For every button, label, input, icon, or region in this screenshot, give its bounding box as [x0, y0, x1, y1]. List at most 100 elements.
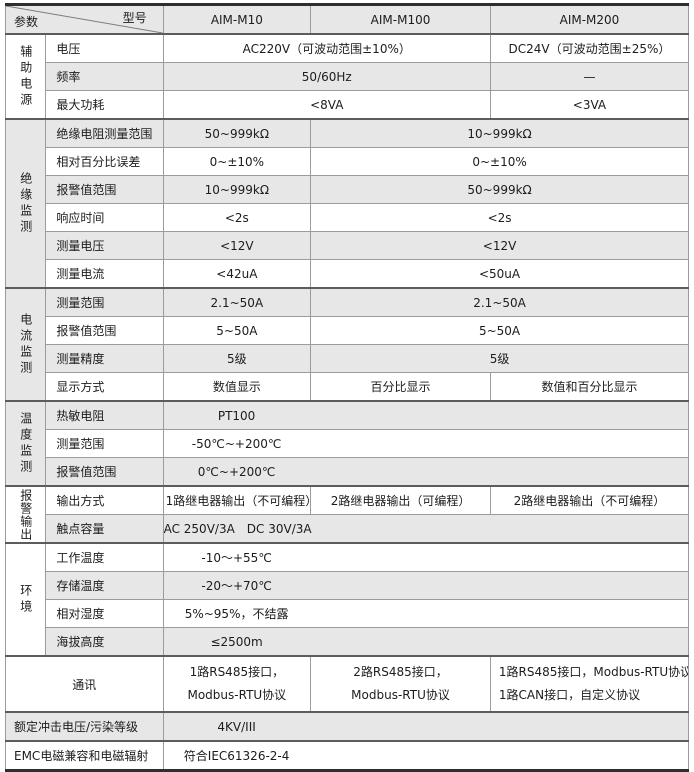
table-row: 电流监测 测量范围 2.1~50A 2.1~50A [4, 287, 689, 402]
spec-value: -50℃~+200℃ [191, 436, 282, 451]
table-row: 最大功耗 <8VA <3VA [6, 90, 690, 120]
spec-value: 2路继电器输出（不可编程） [489, 485, 690, 515]
spec-value: 百分比显示 [310, 372, 491, 402]
spec-value: 50~999kΩ [310, 175, 689, 204]
param-name: 相对百分比误差 [45, 147, 164, 176]
spec-value: 4KV/III [217, 719, 256, 734]
spec-value: <12V [310, 231, 689, 260]
spec-value: AC 250V/3A DC 30V/3A [163, 522, 312, 536]
spec-value: 数值显示 [162, 372, 312, 402]
spec-value: 5级 [310, 344, 689, 373]
param-name: 触点容量 [45, 514, 164, 544]
param-name: 热敏电阻 [45, 400, 164, 430]
param-name: 输出方式 [45, 485, 164, 515]
table-row: 测量范围 -50℃~+200℃ [6, 429, 690, 458]
table-row: 响应时间 <2s <2s [6, 203, 689, 232]
spec-value-cell: -20～+70℃ [162, 571, 690, 600]
spec-table: 型号 参数 AIM-M10 AIM-M100 AIM-M200 辅助电源 电压 … [4, 3, 690, 772]
corner-cell: 型号 参数 [5, 3, 164, 35]
spec-value-cell: 0℃~+200℃ [162, 457, 690, 487]
spec-value-line: 1路RS485接口，Modbus-RTU协议 [498, 665, 689, 679]
spec-value: 符合IEC61326-2-4 [183, 749, 290, 763]
spec-value-cell: 5%~95%，不结露 [162, 599, 690, 628]
table-row: 相对湿度 5%~95%，不结露 [6, 599, 690, 628]
spec-value-cell: 1路RS485接口，Modbus-RTU协议 1路CAN接口，自定义协议 [489, 655, 690, 713]
spec-value: — [489, 62, 690, 91]
spec-value: <3VA [489, 90, 690, 120]
group-label: 报警输出 [18, 488, 33, 541]
spec-value: 5~50A [162, 316, 312, 345]
table-row: 海拔高度 ≤2500m [6, 627, 690, 657]
group-label: 辅助电源 [18, 44, 33, 109]
spec-value: <42uA [162, 259, 312, 289]
spec-value: AC220V（可波动范围±10%） [162, 33, 491, 63]
spec-value: DC24V（可波动范围±25%） [489, 33, 690, 63]
param-name: 相对湿度 [45, 599, 164, 628]
spec-value: <2s [310, 203, 689, 232]
spec-value: <2s [162, 203, 312, 232]
spec-value: <50uA [310, 259, 689, 289]
table-row: 频率 50/60Hz — [6, 62, 690, 91]
param-name-communication: 通讯 [5, 655, 164, 713]
table-row: EMC电磁兼容和电磁辐射 符合IEC61326-2-4 [5, 740, 690, 772]
spec-value: 1路继电器输出（不可编程） [162, 485, 312, 515]
spec-value: 10~999kΩ [310, 118, 689, 148]
param-name: 测量范围 [45, 429, 164, 458]
spec-value: 0℃~+200℃ [197, 464, 276, 479]
spec-value: 2路继电器输出（可编程） [310, 485, 491, 515]
model-header-m200: AIM-M200 [489, 3, 690, 35]
spec-value: -10～+55℃ [201, 551, 272, 565]
param-name: 显示方式 [45, 372, 164, 402]
spec-value: -20～+70℃ [201, 579, 272, 593]
table-row: 报警输出 输出方式 1路继电器输出（不可编程） 2路继电器输出（可编程） 2路继… [4, 485, 690, 544]
spec-value: 0~±10% [310, 147, 689, 176]
spec-value: 5%~95%，不结露 [184, 607, 289, 621]
spec-value: PT100 [217, 408, 256, 423]
table-row: 存储温度 -20～+70℃ [6, 571, 690, 600]
spec-value: 0~±10% [162, 147, 312, 176]
spec-value-cell: -10～+55℃ [162, 542, 690, 572]
model-header-m10: AIM-M10 [162, 3, 312, 35]
table-row: 温度监测 热敏电阻 PT100 [4, 400, 690, 487]
diagonal-line [6, 6, 163, 33]
spec-value-cell: AC 250V/3A DC 30V/3A [162, 514, 690, 544]
table-row: 额定冲击电压/污染等级 4KV/III [5, 711, 690, 742]
param-name: 测量范围 [45, 287, 164, 317]
spec-value: ≤2500m [210, 634, 263, 649]
spec-value: 10~999kΩ [162, 175, 312, 204]
table-row: 测量电流 <42uA <50uA [6, 259, 689, 289]
spec-value-cell: 4KV/III [162, 711, 690, 742]
param-name-emc: EMC电磁兼容和电磁辐射 [5, 740, 164, 772]
group-cell-aux-power: 辅助电源 [4, 33, 47, 120]
spec-value-cell: 符合IEC61326-2-4 [162, 740, 690, 772]
spec-value-cell: -50℃~+200℃ [162, 429, 690, 458]
param-name: 海拔高度 [45, 627, 164, 657]
param-name: 工作温度 [45, 542, 164, 572]
table-row: 触点容量 AC 250V/3A DC 30V/3A [6, 514, 690, 544]
param-name: 绝缘电阻测量范围 [45, 118, 164, 148]
param-name: 最大功耗 [45, 90, 164, 120]
param-name-impulse-voltage: 额定冲击电压/污染等级 [5, 711, 164, 742]
spec-value-cell: 1路RS485接口， Modbus-RTU协议 [162, 655, 312, 713]
spec-value-cell: ≤2500m [162, 627, 690, 657]
table-row: 辅助电源 电压 AC220V（可波动范围±10%） DC24V（可波动范围±25… [4, 33, 690, 120]
group-label: 绝缘监测 [18, 171, 33, 236]
header-row: 型号 参数 AIM-M10 AIM-M100 AIM-M200 [5, 3, 690, 35]
param-name: 频率 [45, 62, 164, 91]
table-row: 通讯 1路RS485接口， Modbus-RTU协议 2路RS485接口， Mo… [5, 655, 690, 713]
param-name: 测量精度 [45, 344, 164, 373]
spec-value: 5~50A [310, 316, 689, 345]
spec-value: 5级 [162, 344, 312, 373]
param-name: 报警值范围 [45, 457, 164, 487]
spec-value: 2.1~50A [310, 287, 689, 317]
table-row: 报警值范围 0℃~+200℃ [6, 457, 690, 487]
group-cell-temperature: 温度监测 [4, 400, 47, 487]
table-row: 测量电压 <12V <12V [6, 231, 689, 260]
table-row: 环境 工作温度 -10～+55℃ [4, 542, 690, 657]
spec-value-line: Modbus-RTU协议 [351, 688, 450, 702]
model-header-m100: AIM-M100 [310, 3, 491, 35]
spec-value-cell: PT100 [162, 400, 690, 430]
group-label: 环境 [18, 583, 33, 616]
param-name: 响应时间 [45, 203, 164, 232]
group-cell-insulation: 绝缘监测 [4, 118, 47, 289]
